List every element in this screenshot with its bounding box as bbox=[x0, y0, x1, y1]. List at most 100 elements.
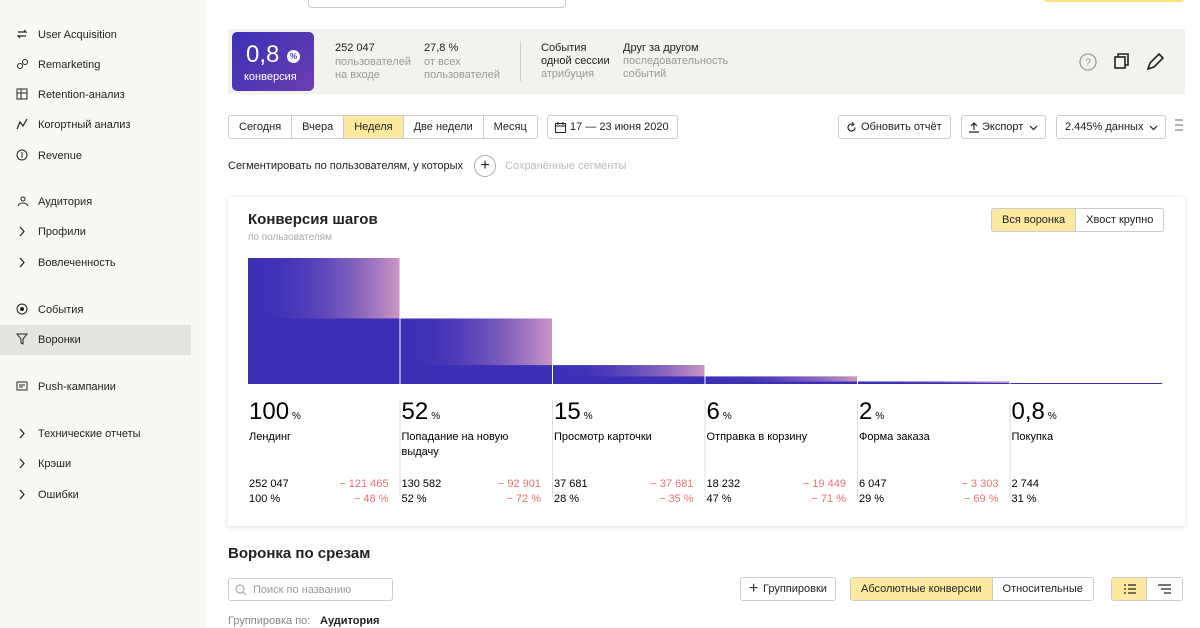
chevron bbox=[1150, 125, 1158, 131]
step-percent-unit: % bbox=[1048, 411, 1057, 422]
sampling-label: 2.445% данных bbox=[1065, 121, 1144, 133]
top-button[interactable] bbox=[1044, 0, 1184, 2]
sidebar-label: Вовлеченность bbox=[38, 257, 116, 269]
funnel-drop bbox=[858, 381, 1010, 383]
mode[interactable]: Хвост крупно bbox=[1076, 209, 1164, 231]
add-segment-button[interactable]: + bbox=[474, 155, 496, 177]
step-lost-share: − 72 % bbox=[506, 493, 541, 505]
help-icon[interactable]: ? bbox=[1079, 53, 1097, 71]
step-lost-share: − 48 % bbox=[354, 493, 389, 505]
period[interactable]: Месяц bbox=[483, 116, 537, 138]
expand-chevron bbox=[19, 226, 25, 237]
item-icon bbox=[17, 59, 28, 69]
item-icon bbox=[16, 29, 28, 39]
summary-actions: ? bbox=[1079, 52, 1165, 71]
sidebar-item[interactable]: User Acquisition bbox=[16, 20, 207, 50]
refresh-button[interactable]: Обновить отчёт bbox=[838, 115, 951, 139]
more-icon[interactable] bbox=[1172, 118, 1186, 136]
step-lost-share: − 69 % bbox=[964, 493, 999, 505]
setting: Друг за другом последовательность событий bbox=[623, 42, 733, 81]
sidebar-item[interactable]: Когортный анализ bbox=[16, 110, 207, 140]
period[interactable]: Неделя bbox=[344, 116, 404, 138]
list-view[interactable] bbox=[1112, 578, 1147, 600]
step-percent-unit: % bbox=[875, 411, 884, 422]
step-percent: 2 bbox=[859, 398, 872, 425]
step-lost: − 37 681 bbox=[650, 478, 693, 490]
step-percent: 52 bbox=[402, 398, 429, 425]
step-share: 100 % bbox=[249, 493, 280, 505]
step-share: 52 % bbox=[402, 493, 427, 505]
sidebar-item[interactable]: Вовлеченность bbox=[16, 248, 207, 278]
funnel-drop bbox=[553, 365, 705, 377]
export-button[interactable]: Экспорт bbox=[961, 115, 1047, 139]
export-icon bbox=[969, 122, 979, 133]
step-percent-unit: % bbox=[584, 411, 593, 422]
sidebar-label: Технические отчеты bbox=[38, 428, 141, 440]
top-input[interactable] bbox=[308, 0, 566, 8]
step-name: Форма заказа bbox=[859, 431, 931, 443]
item-icon bbox=[16, 333, 29, 345]
period[interactable]: Сегодня bbox=[229, 116, 293, 138]
expand-chevron bbox=[19, 458, 25, 469]
chevron bbox=[1029, 125, 1038, 131]
refresh-icon bbox=[847, 122, 856, 132]
sidebar-item[interactable]: Revenue bbox=[16, 141, 207, 171]
sidebar-item[interactable]: События bbox=[16, 295, 207, 325]
sidebar-label: Когортный анализ bbox=[38, 119, 131, 131]
saved-segments[interactable]: Сохранённые сегменты bbox=[505, 160, 627, 172]
step-share: 31 % bbox=[1012, 493, 1037, 505]
edit-icon[interactable] bbox=[1146, 52, 1165, 71]
sidebar-label: Push-кампании bbox=[38, 381, 116, 393]
mode[interactable]: Вся воронка bbox=[992, 209, 1077, 231]
step-percent: 6 bbox=[707, 398, 720, 425]
period[interactable]: Две недели bbox=[403, 116, 484, 138]
slices-title: Воронка по срезам bbox=[228, 545, 371, 562]
expand-chevron bbox=[19, 489, 25, 500]
step-lost: − 19 449 bbox=[803, 478, 846, 490]
mode[interactable]: Абсолютные конверсии bbox=[851, 578, 993, 600]
tree-view[interactable] bbox=[1147, 578, 1182, 600]
grouping-button[interactable]: + Группировки bbox=[740, 577, 836, 601]
search-input[interactable]: Поиск по названию bbox=[228, 578, 393, 601]
stat: 27,8 % от всех пользователей bbox=[424, 42, 504, 82]
sidebar-label: User Acquisition bbox=[38, 29, 117, 41]
step-lost-share: − 71 % bbox=[811, 493, 846, 505]
slices-mode: Абсолютные конверсии Относительные bbox=[850, 577, 1094, 601]
sidebar-item[interactable]: Технические отчеты bbox=[16, 419, 207, 449]
period[interactable]: Вчера bbox=[292, 116, 345, 138]
calendar-icon bbox=[555, 122, 566, 133]
mode[interactable]: Относительные bbox=[992, 578, 1093, 600]
svg-text:?: ? bbox=[1085, 57, 1091, 69]
sidebar-item[interactable]: Retention-анализ bbox=[16, 80, 207, 110]
item-icon bbox=[16, 381, 28, 391]
date-label: 17 — 23 июня 2020 bbox=[570, 121, 669, 133]
step-percent-unit: % bbox=[292, 411, 301, 422]
copy-icon[interactable] bbox=[1114, 53, 1129, 69]
step-percent: 100 bbox=[249, 398, 289, 425]
refresh-label: Обновить отчёт bbox=[861, 121, 942, 133]
sidebar-item[interactable]: Профили bbox=[16, 217, 207, 247]
conversion-unit: % bbox=[287, 50, 300, 63]
sidebar-item[interactable]: Remarketing bbox=[16, 50, 207, 80]
step-name: Лендинг bbox=[249, 431, 291, 443]
item-icon bbox=[16, 118, 28, 130]
sampling-button[interactable]: 2.445% данных bbox=[1056, 115, 1167, 139]
step-percent: 15 bbox=[554, 398, 581, 425]
step-name: Попадание на новую выдачу bbox=[402, 431, 509, 458]
sidebar-item[interactable]: Воронки bbox=[0, 325, 191, 355]
sidebar-item[interactable]: Аудитория bbox=[16, 187, 207, 217]
group-by-value: Аудитория bbox=[320, 615, 380, 627]
sidebar-item[interactable]: Push-кампании bbox=[16, 372, 207, 402]
step-users: 2 744 bbox=[1012, 478, 1040, 490]
sidebar-label: Аудитория bbox=[38, 196, 93, 208]
sidebar-item[interactable]: Ошибки bbox=[16, 480, 207, 510]
sidebar-label: Retention-анализ bbox=[38, 89, 125, 101]
sidebar-item[interactable]: Крэши bbox=[16, 449, 207, 479]
step-users: 252 047 bbox=[249, 478, 289, 490]
step-percent-unit: % bbox=[431, 411, 440, 422]
date-button[interactable]: 17 — 23 июня 2020 bbox=[547, 115, 678, 139]
conversion-value: 0,8 bbox=[246, 41, 280, 68]
grouping-label: Группировки bbox=[763, 583, 827, 595]
funnel-drop bbox=[705, 376, 857, 382]
